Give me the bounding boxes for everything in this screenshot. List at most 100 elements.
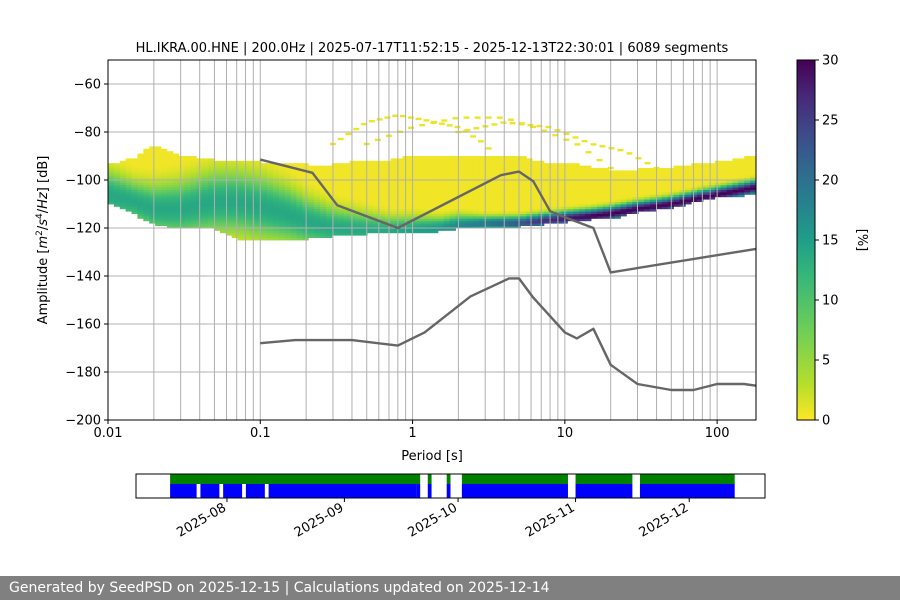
heatmap-cell	[532, 187, 539, 190]
heatmap-cell	[420, 194, 427, 198]
heatmap-cell	[449, 194, 456, 198]
heatmap-cell	[337, 175, 345, 178]
heatmap-cell	[278, 187, 286, 190]
heatmap-cell	[296, 211, 303, 214]
heatmap-cell	[190, 220, 197, 224]
heatmap-cell	[408, 168, 415, 171]
heatmap-cell	[549, 180, 557, 183]
heatmap-cell	[496, 165, 504, 169]
heatmap-cell	[608, 189, 616, 193]
heatmap-cell	[514, 216, 521, 219]
heatmap-cell	[137, 168, 144, 171]
heatmap-cell	[591, 216, 598, 219]
heatmap-cell	[314, 228, 321, 231]
heatmap-cell	[426, 201, 433, 205]
heatmap-cell	[172, 201, 180, 205]
heatmap-cell	[149, 172, 156, 176]
heatmap-cell	[520, 194, 527, 198]
heatmap-cell	[261, 196, 268, 200]
heatmap-cell	[432, 204, 439, 207]
heatmap-cell	[579, 201, 586, 205]
heatmap-cell	[396, 182, 403, 186]
heatmap-cell	[426, 204, 433, 207]
heatmap-cell	[166, 204, 174, 207]
heatmap-cell	[261, 189, 268, 193]
heatmap-cell	[355, 160, 362, 164]
heatmap-cell	[490, 172, 498, 176]
heatmap-cell	[591, 196, 598, 200]
heatmap-cell	[143, 196, 150, 200]
heatmap-cell	[225, 175, 233, 178]
heatmap-cell	[166, 177, 174, 181]
heatmap-cell	[502, 204, 509, 207]
heatmap-cell	[208, 192, 215, 195]
heatmap-cell	[449, 165, 456, 169]
heatmap-cell	[343, 170, 350, 174]
heatmap-cell	[308, 211, 315, 214]
heatmap-cell	[143, 206, 150, 210]
heatmap-cell	[426, 218, 433, 222]
heatmap-cell	[361, 228, 368, 231]
heatmap-cell	[738, 165, 745, 169]
heatmap-cell	[726, 163, 733, 166]
heatmap-cell	[437, 177, 445, 181]
heatmap-cell	[608, 177, 616, 181]
heatmap-cell	[396, 218, 403, 222]
heatmap-cell	[667, 189, 674, 193]
heatmap-cell	[596, 168, 604, 171]
heatmap-cell	[614, 187, 621, 190]
heatmap-cell	[337, 137, 344, 141]
heatmap-cell	[673, 172, 680, 176]
heatmap-cell	[255, 187, 262, 190]
heatmap-cell	[449, 192, 456, 195]
heatmap-cell	[155, 151, 162, 154]
heatmap-cell	[626, 170, 633, 174]
heatmap-cell	[353, 127, 360, 131]
heatmap-cell	[432, 168, 439, 171]
heatmap-cell	[178, 189, 185, 193]
heatmap-cell	[490, 223, 498, 226]
heatmap-cell	[390, 175, 398, 178]
heatmap-cell	[461, 187, 468, 190]
heatmap-cell	[149, 192, 156, 195]
heatmap-cell	[449, 175, 456, 178]
heatmap-cell	[243, 225, 250, 229]
heatmap-cell	[390, 196, 398, 200]
heatmap-cell	[225, 177, 233, 181]
heatmap-cell	[420, 199, 427, 202]
heatmap-cell	[549, 163, 557, 166]
heatmap-cell	[373, 211, 380, 214]
heatmap-cell	[261, 235, 268, 238]
heatmap-cell	[237, 230, 244, 234]
heatmap-cell	[184, 220, 191, 224]
heatmap-cell	[367, 160, 374, 164]
heatmap-cell	[638, 194, 645, 198]
heatmap-cell	[331, 184, 339, 188]
heatmap-cell	[420, 156, 427, 159]
heatmap-cell	[325, 172, 333, 176]
heatmap-cell	[373, 216, 380, 219]
heatmap-cell	[243, 232, 250, 236]
heatmap-cell	[585, 211, 592, 214]
heatmap-cell	[738, 182, 745, 186]
heatmap-cell	[125, 184, 132, 188]
heatmap-cell	[720, 192, 727, 195]
heatmap-cell	[532, 194, 539, 198]
heatmap-cell	[190, 163, 197, 166]
heatmap-cell	[390, 168, 398, 171]
heatmap-cell	[255, 160, 262, 164]
heatmap-cell	[349, 168, 356, 171]
heatmap-cell	[579, 168, 586, 171]
heatmap-cell	[614, 194, 621, 198]
heatmap-cell	[237, 223, 244, 226]
heatmap-cell	[738, 189, 745, 193]
heatmap-cell	[161, 148, 168, 152]
heatmap-cell	[108, 187, 115, 190]
heatmap-cell	[632, 177, 639, 181]
heatmap-cell	[208, 182, 215, 186]
heatmap-cell	[255, 192, 262, 195]
heatmap-cell	[349, 184, 356, 188]
heatmap-cell	[408, 199, 415, 202]
heatmap-cell	[744, 168, 751, 171]
heatmap-cell	[302, 201, 309, 205]
